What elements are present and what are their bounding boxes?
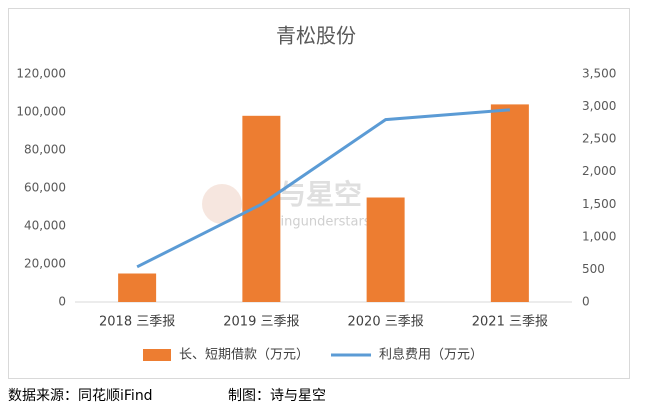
x-tick-label: 2018 三季报 — [99, 315, 175, 330]
footer-source: 数据来源：同花顺iFind — [8, 388, 153, 404]
y2-tick-label: 2,000 — [582, 164, 616, 178]
y2-tick-label: 1,000 — [582, 229, 616, 243]
chart-title: 青松股份 — [276, 24, 356, 48]
legend-swatch — [143, 349, 171, 361]
bar — [242, 115, 281, 302]
y-tick-label: 100,000 — [16, 105, 66, 119]
line — [136, 108, 510, 269]
y-tick-label: 60,000 — [24, 181, 66, 195]
bar — [490, 104, 529, 303]
y-tick-label: 80,000 — [24, 143, 66, 157]
x-tick-label: 2020 三季报 — [348, 315, 424, 330]
footer-credit: 制图：诗与星空 — [228, 388, 326, 404]
x-tick-label: 2019 三季报 — [223, 315, 299, 330]
y2-tick-label: 2,500 — [582, 132, 616, 146]
x-tick-label: 2021 三季报 — [472, 315, 548, 330]
y-tick-label: 120,000 — [16, 67, 66, 81]
y-tick-label: 0 — [58, 295, 66, 309]
y-tick-label: 20,000 — [24, 257, 66, 271]
y2-tick-label: 3,000 — [582, 99, 616, 113]
bar — [118, 273, 157, 302]
bar — [366, 197, 405, 302]
watermark-logo — [202, 184, 242, 224]
legend-label: 利息费用（万元） — [379, 347, 483, 363]
y2-tick-label: 500 — [582, 262, 605, 276]
y-tick-label: 40,000 — [24, 219, 66, 233]
y2-tick-label: 3,500 — [582, 67, 616, 81]
y2-tick-label: 1,500 — [582, 197, 616, 211]
y2-tick-label: 0 — [582, 295, 590, 309]
legend-label: 长、短期借款（万元） — [179, 348, 309, 363]
